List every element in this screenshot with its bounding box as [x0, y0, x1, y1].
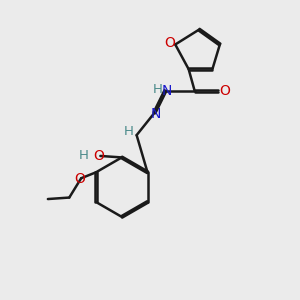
- Text: N: N: [151, 107, 161, 121]
- Text: O: O: [74, 172, 85, 186]
- Text: H: H: [153, 82, 163, 96]
- Text: H: H: [79, 149, 89, 162]
- Text: N: N: [162, 84, 172, 98]
- Text: H: H: [123, 125, 133, 138]
- Text: O: O: [94, 149, 105, 163]
- Text: O: O: [164, 36, 175, 50]
- Text: O: O: [220, 84, 230, 98]
